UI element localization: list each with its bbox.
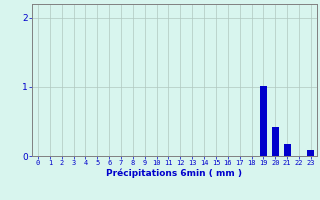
Bar: [272, 127, 279, 156]
Bar: [307, 150, 315, 156]
Bar: [284, 144, 291, 156]
X-axis label: Précipitations 6min ( mm ): Précipitations 6min ( mm ): [106, 169, 243, 178]
Bar: [260, 86, 267, 156]
